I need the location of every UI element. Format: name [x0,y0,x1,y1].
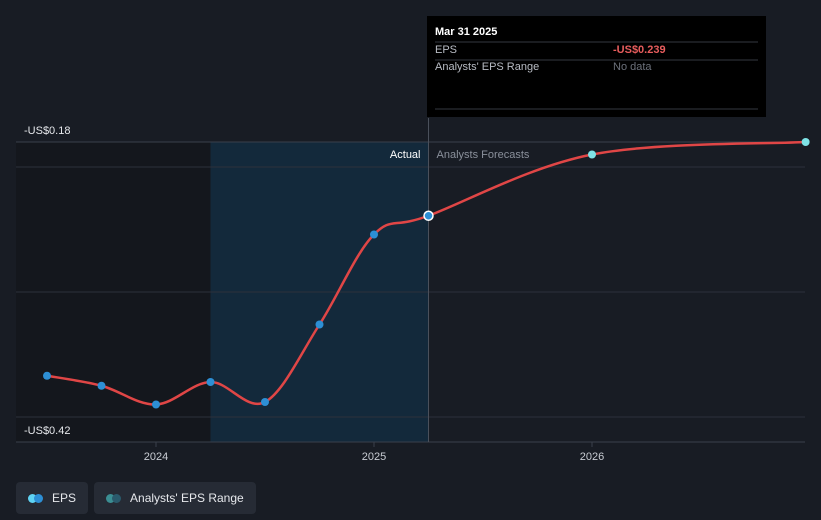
actual-label: Actual [390,149,421,161]
eps-point-actual[interactable] [315,320,324,329]
eps-range-legend-icon [106,493,122,503]
forecast-label: Analysts Forecasts [437,149,530,161]
legend-eps-label: EPS [52,491,77,505]
eps-point-actual[interactable] [370,230,378,239]
eps-point-actual[interactable] [97,381,106,390]
eps-point-actual[interactable] [152,400,160,409]
eps-point-actual[interactable] [206,378,215,386]
x-tick-label: 2026 [580,451,604,463]
y-label-bottom: -US$0.42 [24,425,70,437]
tooltip-box [427,16,766,117]
x-tick-label: 2024 [144,451,168,463]
tooltip-eps-label: EPS [435,44,457,56]
legend: EPS Analysts' EPS Range [16,482,256,514]
legend-eps-range-label: Analysts' EPS Range [130,491,244,505]
x-tick-label: 2025 [362,451,386,463]
eps-point-forecast[interactable] [588,150,596,159]
eps-point-actual[interactable] [43,371,51,380]
tooltip-range-label: Analysts' EPS Range [435,61,539,73]
tooltip-date: Mar 31 2025 [435,26,497,38]
legend-item-eps-range[interactable]: Analysts' EPS Range [94,482,256,514]
y-label-top: -US$0.18 [24,125,70,137]
tooltip-range-value: No data [613,61,652,73]
tooltip-eps-value: -US$0.239 [613,44,666,56]
eps-point-actual[interactable] [261,398,269,406]
eps-point-forecast[interactable] [801,138,810,146]
legend-item-eps[interactable]: EPS [16,482,89,514]
eps-legend-icon [28,493,44,503]
eps-point-selected[interactable] [423,210,434,221]
eps-chart-svg: -US$0.18 -US$0.42 2024 2025 2026 Actual Analys… [16,16,810,463]
